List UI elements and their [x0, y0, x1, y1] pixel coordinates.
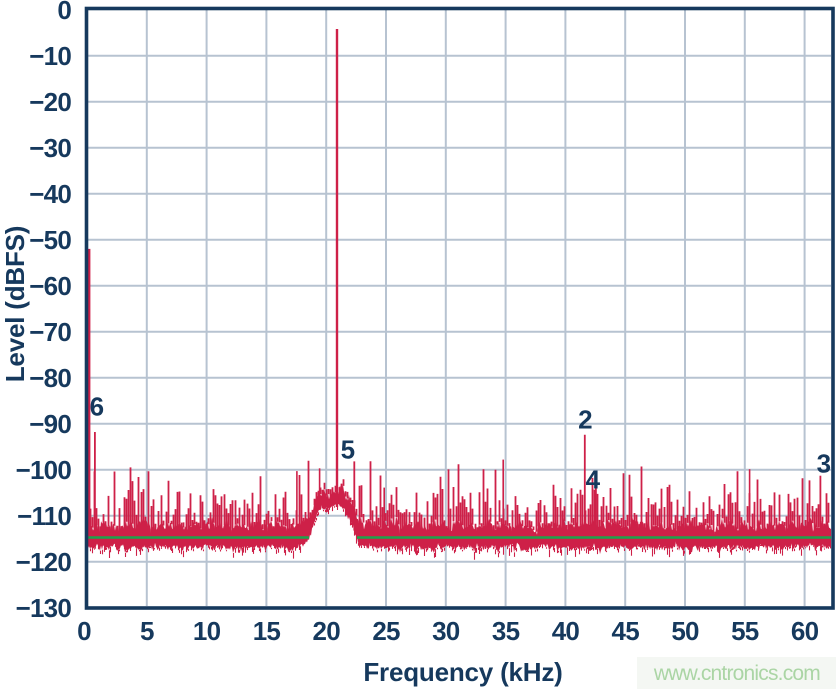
svg-text:45: 45	[612, 616, 640, 646]
svg-text:0: 0	[77, 616, 91, 646]
svg-text:55: 55	[731, 616, 759, 646]
svg-text:15: 15	[253, 616, 281, 646]
svg-text:−130: −130	[16, 593, 72, 623]
svg-text:2: 2	[578, 405, 592, 435]
svg-text:−120: −120	[16, 547, 72, 577]
svg-text:−60: −60	[29, 271, 71, 301]
svg-text:30: 30	[432, 616, 460, 646]
svg-text:25: 25	[372, 616, 400, 646]
svg-text:5: 5	[341, 435, 355, 465]
svg-text:4: 4	[586, 465, 601, 495]
svg-text:Level (dBFS): Level (dBFS)	[0, 226, 30, 383]
svg-text:−50: −50	[29, 225, 71, 255]
svg-text:−40: −40	[29, 179, 71, 209]
svg-text:−100: −100	[16, 455, 72, 485]
svg-text:3: 3	[817, 449, 831, 479]
svg-text:6: 6	[90, 392, 104, 422]
svg-text:35: 35	[492, 616, 520, 646]
svg-text:−80: −80	[29, 363, 71, 393]
svg-text:www.cntronics.com: www.cntronics.com	[653, 662, 820, 685]
svg-text:60: 60	[791, 616, 819, 646]
svg-text:−10: −10	[29, 41, 71, 71]
svg-text:−110: −110	[17, 501, 71, 531]
svg-text:−70: −70	[29, 317, 71, 347]
svg-text:10: 10	[193, 616, 221, 646]
svg-text:−90: −90	[29, 409, 71, 439]
svg-text:20: 20	[313, 616, 341, 646]
svg-text:5: 5	[140, 616, 154, 646]
svg-text:40: 40	[552, 616, 580, 646]
svg-text:−30: −30	[29, 133, 71, 163]
svg-text:0: 0	[57, 0, 71, 25]
svg-text:−20: −20	[29, 87, 71, 117]
svg-text:50: 50	[671, 616, 699, 646]
svg-text:Frequency (kHz): Frequency (kHz)	[363, 657, 562, 687]
